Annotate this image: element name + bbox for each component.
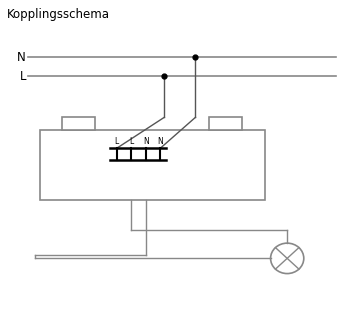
Text: Kopplingsschema: Kopplingsschema: [7, 8, 110, 21]
Text: N: N: [17, 50, 26, 64]
Bar: [209, 117, 242, 130]
Bar: [62, 117, 95, 130]
Text: N: N: [143, 137, 148, 146]
Text: L: L: [19, 69, 26, 83]
Bar: [40, 130, 265, 200]
Text: L: L: [129, 137, 133, 146]
Text: N: N: [157, 137, 163, 146]
Text: L: L: [115, 137, 119, 146]
